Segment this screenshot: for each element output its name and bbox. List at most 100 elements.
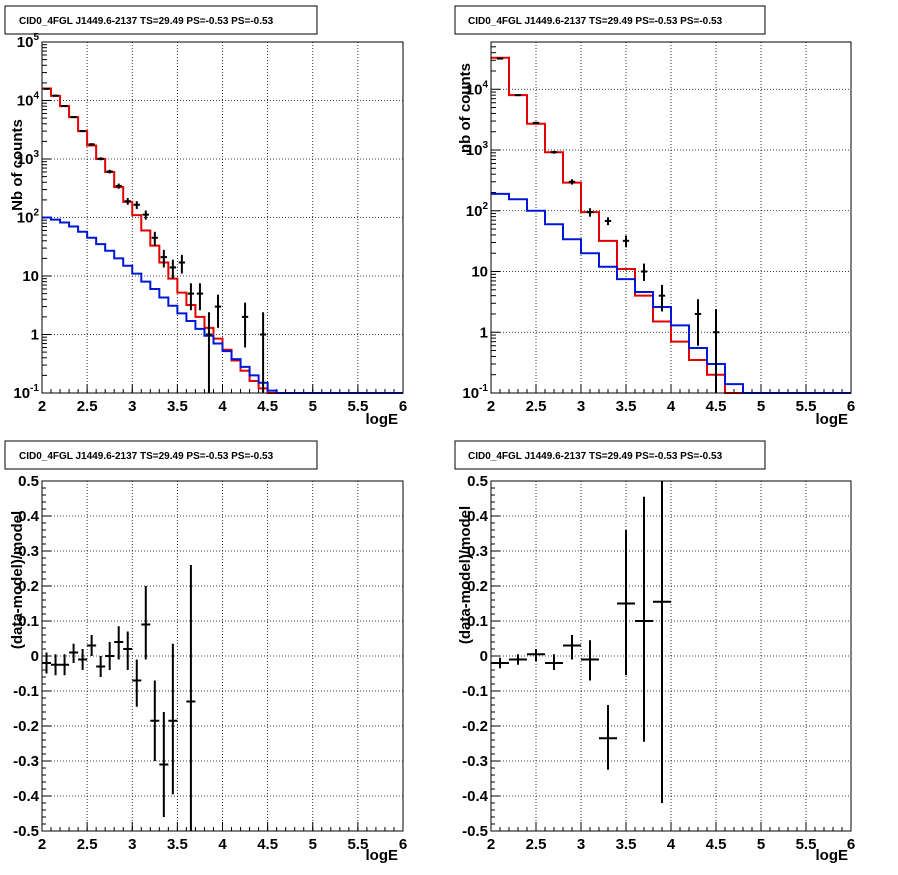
x-tick-label: 2 [38,836,46,853]
y-tick-label: 0.5 [467,473,488,490]
y-tick-label: -0.3 [13,753,39,770]
data-point [635,496,653,742]
panel-title: CID0_4FGL J1449.6-2137 TS=29.49 PS=-0.53… [19,16,274,27]
y-tick-label: 10 [471,264,488,281]
data-point [568,179,576,185]
data-point [141,586,151,660]
y-tick-label: 102 [466,201,489,220]
data-point [514,94,522,97]
data-point [527,649,545,662]
x-tick-label: 3.5 [167,836,188,853]
panel-title-box [454,440,766,470]
data-point [640,263,648,281]
data-point [124,198,131,205]
x-tick-label: 2.5 [77,398,98,415]
y-tick-label: 0.1 [18,613,39,630]
data-point [653,481,671,803]
y-tick-label: 102 [17,208,40,227]
plot-area: 2 2.5 3 3.5 4 4.5 5 5.5 6 -0.5 -0.4 -0.3 -0.2 -0.1 0 0.… [462,473,855,853]
y-axis-title: (data-model)/model [457,506,474,644]
x-tick-label: 6 [847,836,855,853]
data-point [159,712,169,817]
y-tick-label: 103 [17,149,40,168]
x-tick-label: 5.5 [796,398,817,415]
data-point [658,284,666,312]
x-tick-label: 4 [667,398,676,415]
x-tick-label: 3 [577,398,585,415]
y-tick-label: -0.1 [13,683,39,700]
x-tick-label: 5 [757,398,765,415]
y-axis-title: Nb of counts [9,119,26,211]
y-tick-label: -0.2 [13,718,39,735]
x-tick-label: 5.5 [347,836,368,853]
y-tick-label: 1 [31,327,39,344]
y-tick-label: 0.2 [467,578,488,595]
data-point [169,259,177,279]
x-axis-title: logE [366,411,399,428]
panel-title-box [454,5,766,35]
x-tick-label: 3 [577,836,585,853]
x-tick-label: 2 [487,836,495,853]
data-point [694,299,702,346]
y-axis-title: nb of counts [457,63,474,153]
y-tick-label: -0.5 [13,823,39,840]
y-tick-label: 0.1 [467,613,488,630]
y-tick-label: 103 [466,140,489,159]
data-point [87,635,97,656]
data-point [97,157,104,161]
data-point [563,635,581,660]
data-point [52,94,59,97]
panel-title-box [4,440,318,470]
data-point [60,654,70,676]
y-tick-label: 0.4 [467,508,489,525]
data-point [178,254,186,274]
y-tick-label: 0.4 [18,508,40,525]
y-tick-label: -0.4 [13,788,40,805]
data-point [61,105,68,108]
y-tick-label: -0.3 [462,753,488,770]
x-tick-label: 2.5 [526,398,547,415]
counts-panel-coarse: CID0_4FGL J1449.6-2137 TS=29.49 PS=-0.53… [454,5,855,428]
plot-frame [41,41,404,394]
x-tick-label: 6 [847,398,855,415]
data-point [599,705,617,770]
data-point [214,294,222,328]
x-tick-label: 2 [38,398,46,415]
y-tick-label: 10 [22,268,39,285]
x-tick-label: 3.5 [616,836,637,853]
data-point [70,116,77,119]
plot-frame [490,41,852,394]
data-point [617,530,635,676]
data-point [160,249,167,268]
x-tick-label: 5 [309,398,317,415]
data-point [168,643,178,795]
data-point [205,312,213,393]
data-point [150,680,160,761]
data-point [105,642,115,670]
data-point [43,87,50,90]
data-point [42,652,52,674]
y-tick-label: 0.3 [467,543,488,560]
y-tick-label: -0.1 [462,683,488,700]
x-tick-label: 3.5 [616,398,637,415]
plot-area: 2 2.5 3 3.5 4 4.5 5 5.5 6 -0.5 -0.4 -0.3 -0.2 -0.1 0 0.… [13,473,407,853]
x-tick-label: 4 [667,836,676,853]
data-point [196,283,204,311]
data-point [622,235,630,248]
y-tick-label: 1 [480,324,488,341]
y-tick-label: -0.4 [462,788,489,805]
x-tick-label: 6 [399,398,407,415]
x-tick-label: 3.5 [167,398,188,415]
data-point [259,312,267,393]
data-point [123,631,133,670]
y-tick-label: 0.2 [18,578,39,595]
x-tick-label: 5 [757,836,765,853]
data-point [586,208,594,217]
data-point [545,654,563,670]
panel-title: CID0_4FGL J1449.6-2137 TS=29.49 PS=-0.53… [19,451,274,462]
data-point [187,283,195,311]
data-point [581,640,599,681]
residuals-panel-fine: CID0_4FGL J1449.6-2137 TS=29.49 PS=-0.53… [4,440,407,864]
residuals-panel-coarse: CID0_4FGL J1449.6-2137 TS=29.49 PS=-0.53… [454,440,855,864]
panel-title-box [4,5,318,35]
